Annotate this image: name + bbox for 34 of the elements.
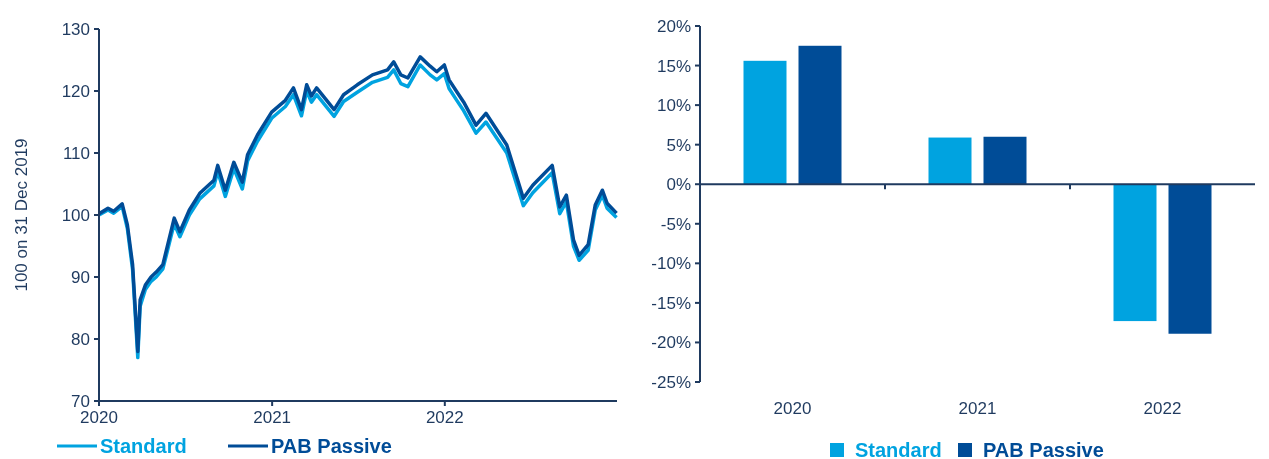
y-tick-label: 100: [61, 206, 90, 225]
legend-label: PAB Passive: [271, 435, 392, 457]
y-axis-title: 100 on 31 Dec 2019: [12, 138, 31, 292]
y-tick-label: -25%: [651, 373, 691, 392]
y-tick-label: 5%: [666, 135, 691, 155]
x-tick-label: 2022: [1143, 399, 1182, 418]
x-tick-label: 2020: [80, 408, 118, 427]
y-tick-label: -10%: [651, 254, 691, 274]
y-tick-label: -20%: [651, 333, 691, 353]
y-tick-label: 20%: [656, 17, 691, 36]
bar: [743, 60, 787, 185]
legend-label: PAB Passive: [983, 439, 1104, 459]
bar: [928, 137, 972, 185]
x-tick-label: 2021: [958, 399, 997, 418]
x-tick-label: 2021: [253, 408, 292, 427]
legend-label: Standard: [855, 439, 942, 459]
y-tick-label: -5%: [660, 214, 691, 234]
bar: [1168, 184, 1212, 334]
y-tick-label: 0%: [666, 175, 691, 195]
y-tick-label: 15%: [656, 56, 691, 76]
y-tick-label: 110: [62, 144, 90, 163]
y-tick-label: 10%: [656, 96, 691, 116]
y-tick-label: 80: [71, 330, 90, 349]
x-tick-label: 2022: [425, 408, 464, 427]
y-tick-label: 70: [71, 392, 90, 411]
bar: [1113, 184, 1157, 322]
bar: [983, 136, 1027, 185]
y-tick-label: 120: [61, 82, 90, 101]
x-tick-label: 2020: [773, 399, 812, 418]
legend-label: Standard: [100, 435, 187, 457]
y-tick-label: 130: [61, 20, 90, 39]
y-tick-label: -15%: [651, 293, 691, 313]
y-tick-label: 90: [71, 268, 90, 287]
bar: [798, 45, 842, 185]
